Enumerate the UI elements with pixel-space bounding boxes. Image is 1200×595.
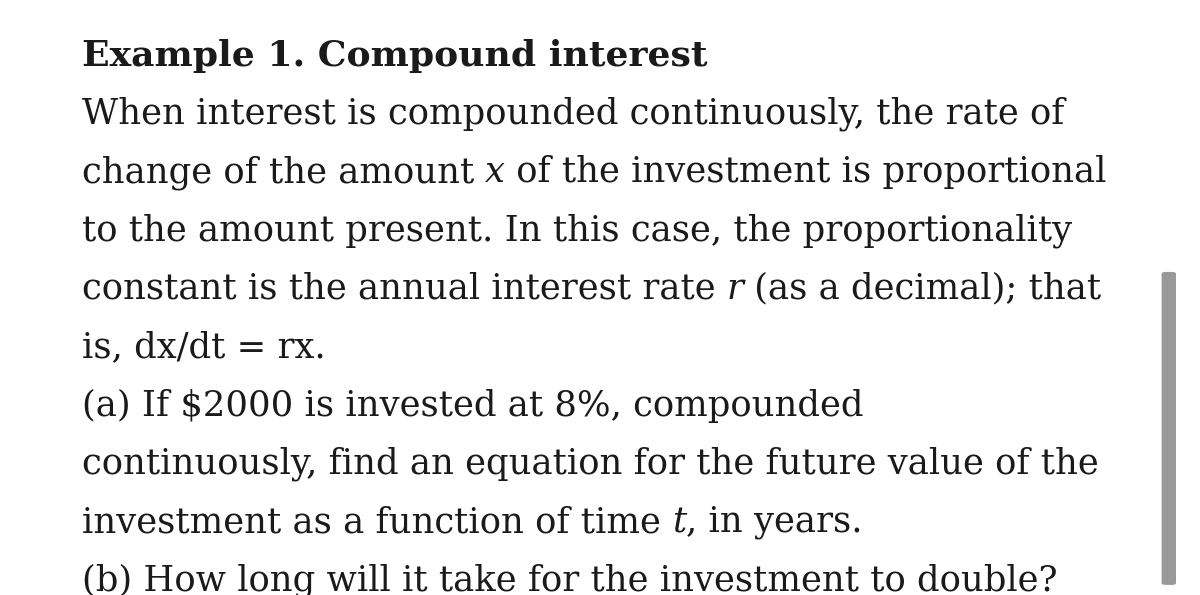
Text: investment as a function of time: investment as a function of time — [82, 505, 672, 539]
Text: continuously, find an equation for the future value of the: continuously, find an equation for the f… — [82, 447, 1098, 481]
Text: Example 1. Compound interest: Example 1. Compound interest — [82, 39, 707, 73]
FancyBboxPatch shape — [1162, 272, 1176, 585]
Text: of the investment is proportional: of the investment is proportional — [505, 155, 1106, 189]
Text: to the amount present. In this case, the proportionality: to the amount present. In this case, the… — [82, 214, 1072, 248]
Text: t: t — [672, 505, 686, 539]
Text: is, dx/dt = rx.: is, dx/dt = rx. — [82, 330, 325, 364]
Text: constant is the annual interest rate: constant is the annual interest rate — [82, 272, 726, 306]
Text: x: x — [485, 155, 505, 189]
Text: r: r — [726, 272, 743, 306]
Text: , in years.: , in years. — [686, 505, 863, 539]
Text: (b) How long will it take for the investment to double?: (b) How long will it take for the invest… — [82, 563, 1057, 595]
Text: (as a decimal); that: (as a decimal); that — [743, 272, 1102, 306]
Text: change of the amount: change of the amount — [82, 155, 485, 190]
Text: (a) If $2000 is invested at 8%, compounded: (a) If $2000 is invested at 8%, compound… — [82, 389, 863, 422]
Text: When interest is compounded continuously, the rate of: When interest is compounded continuously… — [82, 97, 1064, 131]
